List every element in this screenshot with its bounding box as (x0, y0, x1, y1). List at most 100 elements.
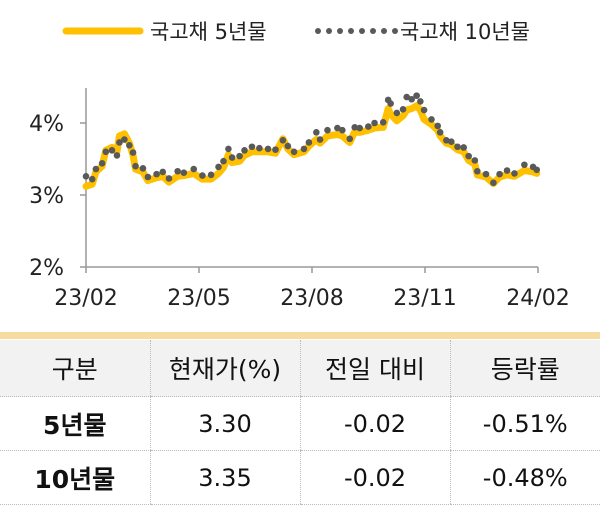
data-point-10y (92, 165, 100, 173)
data-point-10y (113, 152, 121, 159)
data-point-10y (356, 124, 363, 132)
axes: 2% 3% 4% 23/02 23/05 23/08 23/11 24/02 (29, 88, 570, 311)
legend-dot (381, 28, 387, 34)
table-top-band (0, 332, 600, 339)
data-point-10y (290, 148, 298, 156)
row-change: -0.02 (299, 396, 450, 451)
data-point-10y (387, 100, 394, 107)
x-tick-label: 23/08 (280, 286, 343, 311)
header-rate: 등락률 (449, 340, 600, 397)
data-point-10y (279, 136, 287, 144)
row-label: 10년물 (0, 450, 150, 505)
legend-label-5y: 국고채 5년물 (150, 20, 267, 44)
data-point-10y (434, 122, 441, 130)
table-row: 5년물 3.30 -0.02 -0.51% (0, 396, 600, 451)
header-category: 구분 (0, 340, 150, 397)
data-point-10y (248, 143, 256, 151)
data-point-10y (533, 166, 541, 174)
data-point-10y (443, 136, 450, 144)
data-point-10y (428, 116, 435, 123)
data-point-10y (126, 142, 133, 149)
data-point-10y (129, 149, 137, 156)
data-point-10y (474, 167, 481, 175)
data-point-10y (215, 163, 222, 171)
table-header-row: 구분 현재가(%) 전일 대비 등락률 (0, 340, 600, 397)
data-point-10y (159, 168, 167, 176)
data-point-10y (305, 139, 313, 146)
data-point-10y (165, 175, 173, 182)
data-point-10y (300, 145, 308, 153)
legend-dot (359, 28, 365, 34)
data-point-10y (139, 165, 147, 172)
data-point-10y (153, 170, 160, 178)
data-point-10y (190, 165, 198, 173)
data-point-10y (180, 169, 188, 176)
data-point-10y (408, 95, 415, 103)
data-point-10y (199, 172, 206, 179)
data-point-10y (521, 161, 528, 169)
data-point-10y (225, 145, 232, 153)
data-point-10y (371, 119, 378, 127)
data-point-10y (88, 175, 96, 183)
data-point-10y (399, 106, 407, 113)
data-point-10y (511, 170, 518, 177)
data-point-10y (490, 179, 497, 187)
data-point-10y (324, 126, 331, 134)
data-point-10y (82, 172, 90, 180)
x-tick-label: 23/05 (167, 286, 230, 311)
data-point-10y (132, 162, 139, 170)
yield-table: 구분 현재가(%) 전일 대비 등락률 5년물 3.30 -0.02 -0.51… (0, 340, 600, 505)
data-point-10y (379, 118, 387, 126)
data-point-10y (334, 124, 341, 132)
y-tick-label: 2% (29, 256, 64, 281)
x-tick-label: 23/11 (393, 286, 456, 311)
plot-area (82, 92, 541, 190)
data-point-10y (116, 139, 123, 146)
data-point-10y (313, 129, 320, 136)
table-row: 10년물 3.35 -0.02 -0.48% (0, 450, 600, 505)
data-point-10y (403, 93, 411, 101)
data-point-10y (207, 171, 215, 179)
data-point-10y (144, 173, 152, 181)
data-point-10y (241, 147, 248, 154)
data-point-10y (460, 144, 467, 151)
data-point-10y (272, 146, 279, 153)
row-price: 3.35 (149, 450, 300, 505)
row-label: 5년물 (0, 396, 150, 451)
data-point-10y (256, 144, 263, 152)
data-point-10y (420, 106, 428, 114)
data-point-10y (436, 129, 444, 136)
data-point-10y (471, 157, 479, 164)
legend-dot (348, 28, 354, 34)
data-point-10y (393, 109, 401, 117)
data-point-10y (413, 92, 420, 99)
legend-dot (326, 28, 332, 34)
data-point-10y (174, 167, 181, 175)
data-point-10y (465, 152, 472, 160)
data-point-10y (351, 124, 359, 131)
row-price: 3.30 (149, 396, 300, 451)
data-point-10y (228, 154, 236, 161)
data-point-10y (284, 142, 292, 150)
legend-dot (315, 28, 321, 34)
data-point-10y (365, 123, 372, 130)
data-point-10y (121, 136, 128, 143)
data-point-10y (102, 148, 110, 156)
x-tick-label: 24/02 (506, 286, 569, 311)
y-tick-label: 4% (29, 112, 64, 137)
data-point-10y (503, 167, 511, 174)
row-rate: -0.48% (449, 450, 600, 505)
data-point-10y (454, 143, 461, 151)
row-rate: -0.51% (449, 396, 600, 451)
legend-swatch-10y (315, 28, 398, 34)
header-price: 현재가(%) (149, 340, 300, 397)
data-point-10y (417, 98, 424, 105)
data-point-10y (264, 145, 272, 153)
legend-dot (370, 28, 376, 34)
y-tick-label: 3% (29, 184, 64, 209)
data-point-10y (496, 170, 503, 178)
header-change: 전일 대비 (299, 340, 450, 397)
data-point-10y (108, 147, 116, 154)
legend-dot (337, 28, 343, 34)
data-point-10y (346, 135, 354, 143)
